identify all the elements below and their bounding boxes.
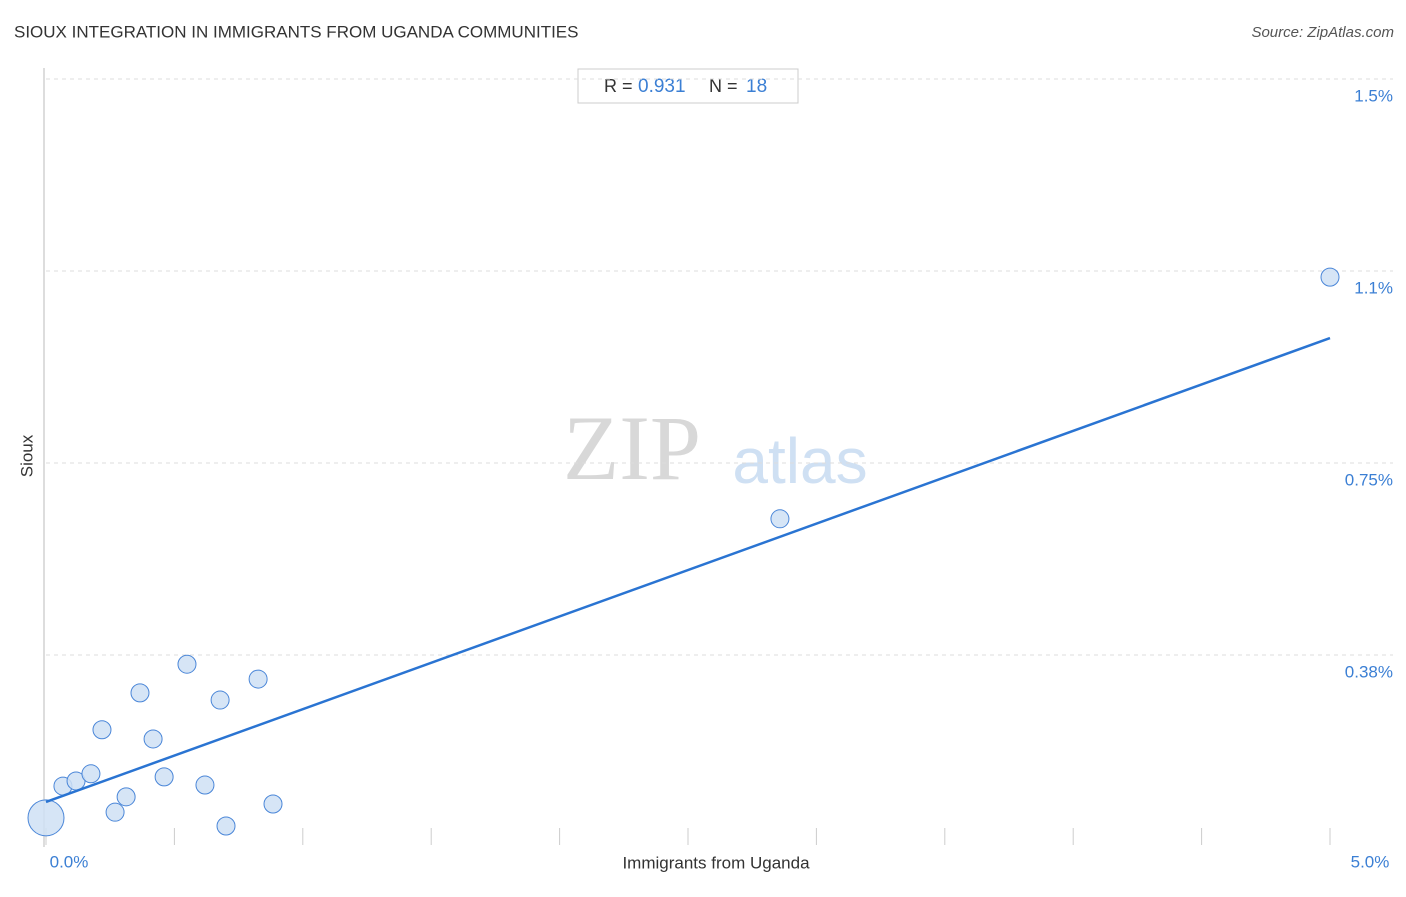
x-axis-label: Immigrants from Uganda (622, 853, 810, 872)
point (263, 794, 283, 814)
n-value: 18 (746, 76, 767, 97)
y-axis-label: Sioux (17, 434, 36, 477)
point (770, 509, 790, 529)
point (130, 683, 150, 703)
point (195, 775, 215, 795)
point (27, 799, 65, 837)
y-tick-label: 1.1% (1354, 278, 1393, 297)
point (92, 720, 112, 740)
x-tick-label: 0.0% (50, 852, 89, 871)
point (1320, 267, 1340, 287)
watermark: ZIP (563, 397, 701, 499)
r-value: 0.931 (638, 76, 686, 97)
y-tick-label: 0.38% (1345, 662, 1393, 681)
source: Source: ZipAtlas.com (1251, 24, 1394, 41)
chart-title: SIOUX INTEGRATION IN IMMIGRANTS FROM UGA… (14, 22, 578, 41)
point (143, 729, 163, 749)
point (210, 690, 230, 710)
watermark: atlas (732, 425, 867, 497)
x-tick-label: 5.0% (1351, 852, 1390, 871)
y-tick-label: 1.5% (1354, 86, 1393, 105)
stats-box (577, 68, 799, 104)
point (248, 669, 268, 689)
r-label: R = (604, 76, 633, 96)
point (154, 767, 174, 787)
point (216, 816, 236, 836)
point (105, 802, 125, 822)
n-label: N = (709, 76, 738, 96)
point (177, 654, 197, 674)
point (81, 764, 101, 784)
trend-line (45, 336, 1331, 804)
y-tick-label: 0.75% (1345, 470, 1393, 489)
point (116, 787, 136, 807)
